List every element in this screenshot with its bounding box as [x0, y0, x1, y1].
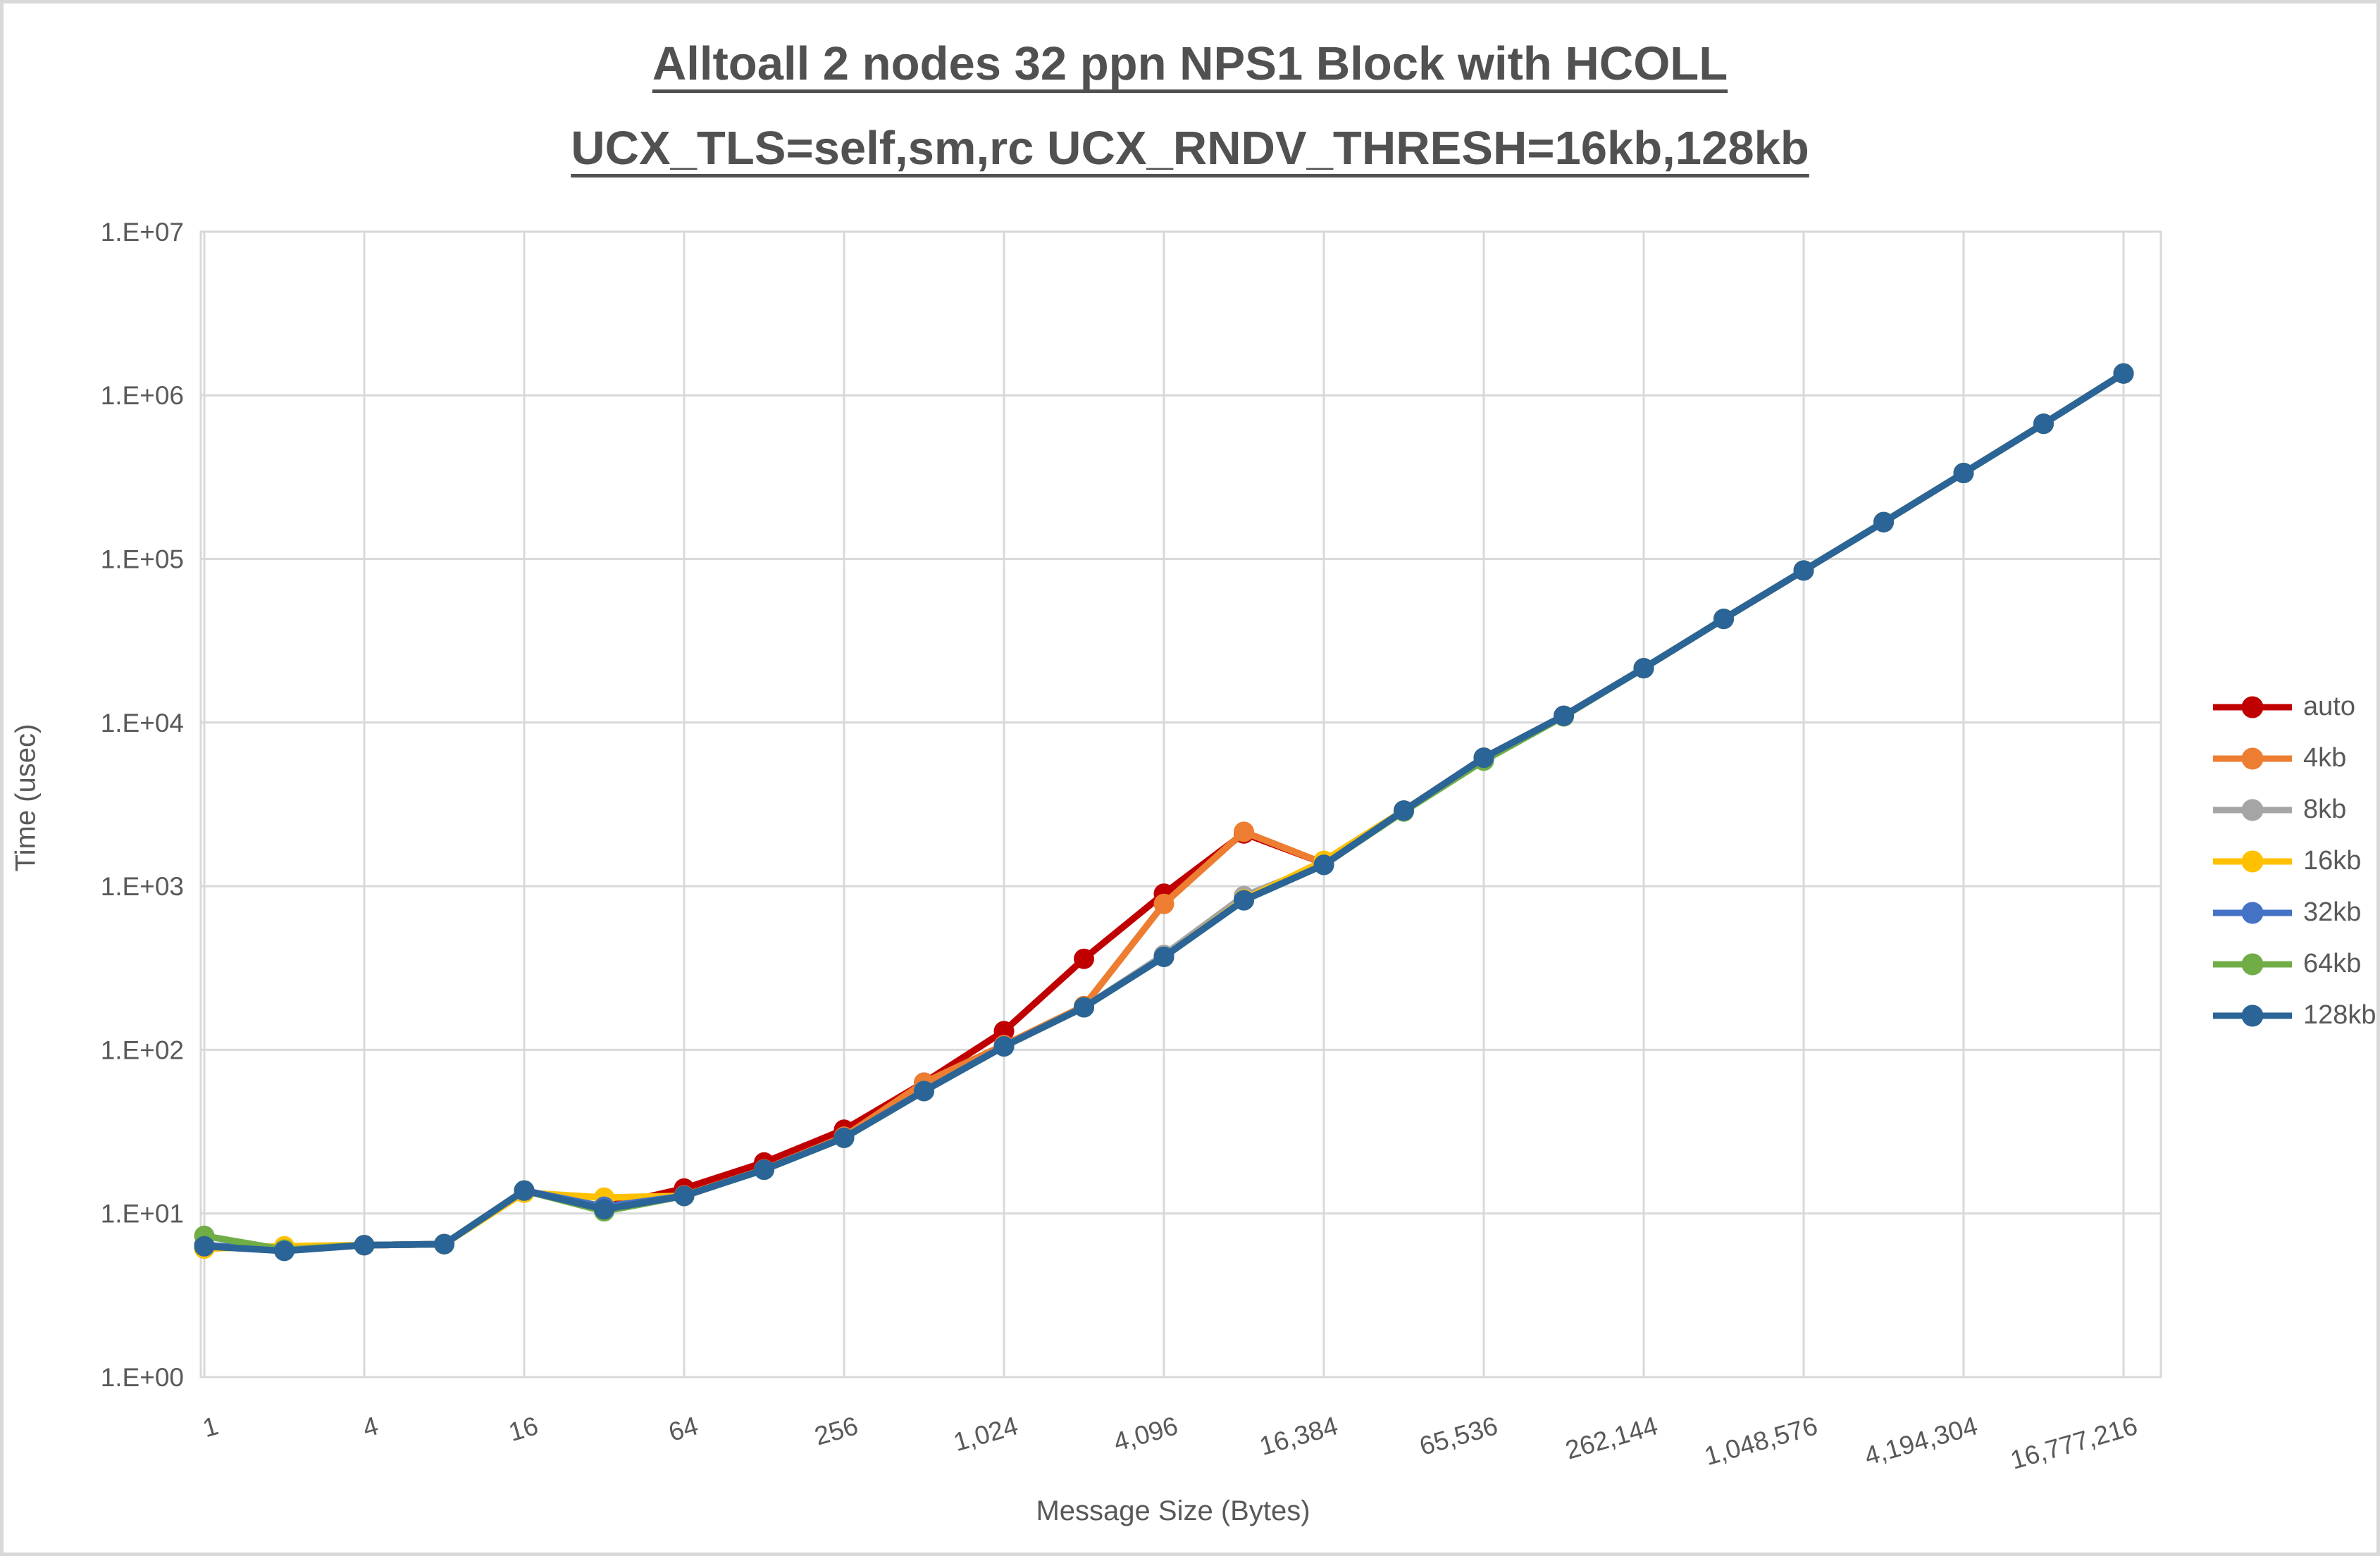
series-point-128kb	[434, 1233, 454, 1255]
series-point-128kb	[1473, 747, 1494, 768]
legend-item-128kb[interactable]: 128kb	[2213, 990, 2376, 1041]
series-point-128kb	[2113, 363, 2134, 384]
series-point-128kb	[354, 1235, 375, 1256]
plot-border	[199, 230, 2162, 1378]
series-point-128kb	[674, 1185, 695, 1207]
series-point-4kb	[1234, 821, 1254, 842]
series-point-128kb	[1793, 560, 1814, 581]
legend-item-8kb[interactable]: 8kb	[2213, 784, 2376, 835]
legend-label-64kb: 64kb	[2303, 949, 2362, 978]
series-point-128kb	[2033, 413, 2054, 435]
legend-label-auto: auto	[2303, 692, 2355, 721]
x-tick-label: 16	[505, 1411, 541, 1447]
series-point-128kb	[754, 1159, 774, 1181]
x-tick-label: 64	[665, 1411, 701, 1447]
x-tick-label: 262,144	[1562, 1411, 1661, 1464]
legend-marker-8kb	[2213, 799, 2292, 821]
plot-area: 1.E+00 1.E+01 1.E+02 1.E+03 1.E+04 1.E+05 1.E+…	[101, 218, 2162, 1475]
series-point-auto	[1074, 948, 1094, 969]
legend-label-128kb: 128kb	[2303, 1000, 2376, 1030]
x-tick-label: 4,096	[1110, 1411, 1181, 1457]
legend-marker-32kb	[2213, 902, 2292, 923]
series-point-4kb	[1153, 893, 1174, 914]
series-point-128kb	[1713, 609, 1734, 630]
x-tick-label: 1,048,576	[1702, 1411, 1821, 1471]
y-tick-label: 1.E+05	[101, 545, 184, 574]
legend-item-4kb[interactable]: 4kb	[2213, 733, 2376, 784]
chart-title: Alltoall 2 nodes 32 ppn NPS1 Block with …	[4, 22, 2376, 191]
series-point-128kb	[1313, 854, 1334, 876]
legend-item-16kb[interactable]: 16kb	[2213, 835, 2376, 887]
y-tick-label: 1.E+00	[101, 1363, 184, 1392]
series-point-128kb	[1554, 705, 1574, 726]
x-tick-label: 16,384	[1256, 1411, 1341, 1461]
x-tick-label: 65,536	[1416, 1411, 1501, 1461]
series-point-128kb	[1633, 658, 1654, 679]
series-point-128kb	[594, 1199, 614, 1220]
legend: auto 4kb 8kb 16kb 32kb 64kb 128kb	[2213, 681, 2376, 1041]
legend-marker-16kb	[2213, 850, 2292, 872]
series-point-128kb	[274, 1240, 295, 1262]
series-point-128kb	[1394, 800, 1414, 821]
y-tick-label: 1.E+07	[101, 218, 184, 247]
series-point-128kb	[194, 1236, 215, 1257]
legend-item-64kb[interactable]: 64kb	[2213, 938, 2376, 990]
legend-label-32kb: 32kb	[2303, 897, 2362, 927]
series-point-128kb	[914, 1081, 934, 1102]
legend-marker-128kb	[2213, 1004, 2292, 1026]
y-tick-label: 1.E+01	[101, 1200, 184, 1228]
series-point-128kb	[514, 1180, 535, 1201]
legend-marker-auto	[2213, 696, 2292, 718]
x-tick-label: 4	[359, 1411, 381, 1443]
legend-label-4kb: 4kb	[2303, 743, 2347, 773]
x-tick-label: 1,024	[950, 1411, 1021, 1457]
y-axis-title: Time (usec)	[10, 723, 42, 872]
x-tick-label: 16,777,216	[2007, 1411, 2140, 1474]
y-tick-label: 1.E+04	[101, 709, 184, 737]
series-point-128kb	[1873, 511, 1894, 533]
series-point-128kb	[1953, 463, 1974, 483]
x-tick-label: 1	[199, 1411, 221, 1443]
legend-marker-4kb	[2213, 747, 2292, 769]
series-point-128kb	[1234, 890, 1254, 911]
x-axis-title: Message Size (Bytes)	[1036, 1495, 1310, 1526]
chart-title-line2: UCX_TLS=self,sm,rc UCX_RNDV_THRESH=16kb,…	[571, 122, 1809, 175]
series-point-128kb	[1074, 997, 1094, 1018]
series-point-128kb	[833, 1127, 855, 1148]
x-tick-label: 256	[812, 1411, 862, 1450]
y-tick-label: 1.E+06	[101, 381, 184, 410]
legend-item-auto[interactable]: auto	[2213, 681, 2376, 733]
chart-title-line1: Alltoall 2 nodes 32 ppn NPS1 Block with …	[652, 37, 1728, 90]
y-tick-label: 1.E+03	[101, 872, 184, 901]
legend-label-8kb: 8kb	[2303, 795, 2347, 824]
y-tick-label: 1.E+02	[101, 1035, 184, 1064]
legend-item-32kb[interactable]: 32kb	[2213, 887, 2376, 938]
series-point-128kb	[993, 1036, 1015, 1057]
legend-marker-64kb	[2213, 953, 2292, 975]
series-point-128kb	[1153, 946, 1174, 967]
x-tick-label: 4,194,304	[1861, 1411, 1981, 1471]
legend-label-16kb: 16kb	[2303, 846, 2362, 876]
